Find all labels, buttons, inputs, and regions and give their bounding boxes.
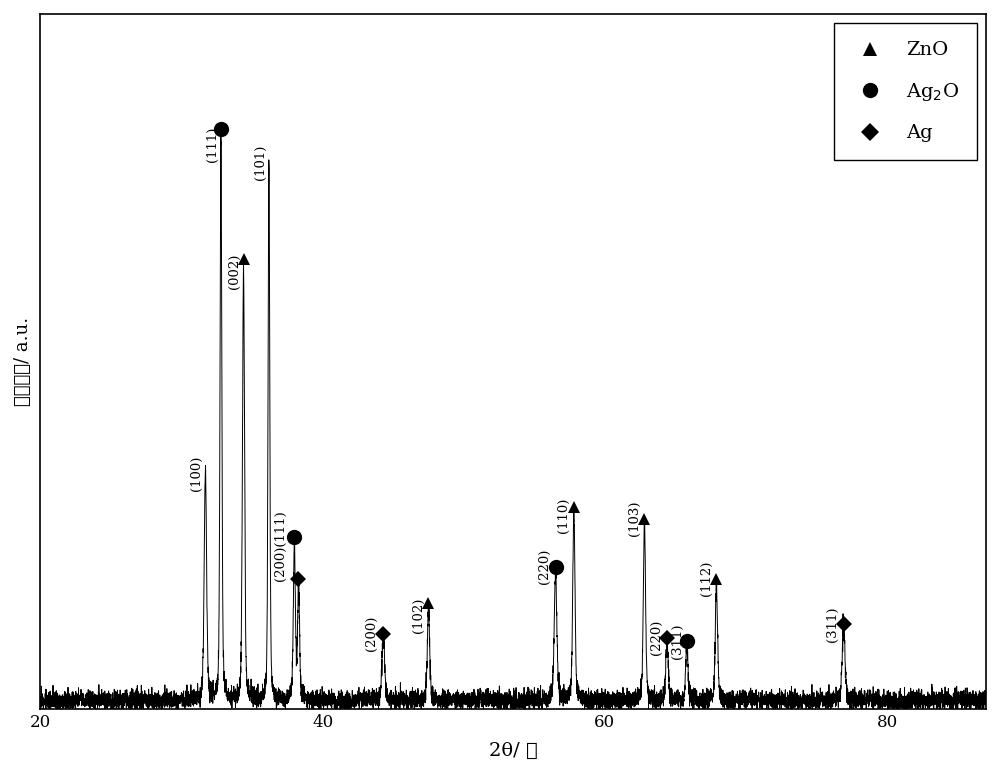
Text: (101): (101) bbox=[254, 144, 267, 180]
X-axis label: 2θ/ 度: 2θ/ 度 bbox=[489, 742, 538, 760]
Text: (111): (111) bbox=[206, 126, 219, 162]
Text: (220): (220) bbox=[538, 549, 551, 584]
Text: (200)(111): (200)(111) bbox=[274, 511, 287, 581]
Text: (100): (100) bbox=[190, 456, 203, 491]
Text: (112): (112) bbox=[700, 561, 713, 596]
Text: (311): (311) bbox=[671, 623, 684, 659]
Text: (220): (220) bbox=[650, 619, 663, 655]
Text: (103): (103) bbox=[628, 500, 641, 536]
Legend: ZnO, Ag$_2$O, Ag: ZnO, Ag$_2$O, Ag bbox=[834, 23, 977, 160]
Y-axis label: 相对强度/ a.u.: 相对强度/ a.u. bbox=[14, 317, 32, 406]
Text: (200): (200) bbox=[365, 615, 378, 651]
Text: (002): (002) bbox=[228, 253, 241, 289]
Text: (102): (102) bbox=[412, 597, 425, 632]
Text: (110): (110) bbox=[557, 498, 570, 533]
Text: (311): (311) bbox=[826, 606, 839, 642]
